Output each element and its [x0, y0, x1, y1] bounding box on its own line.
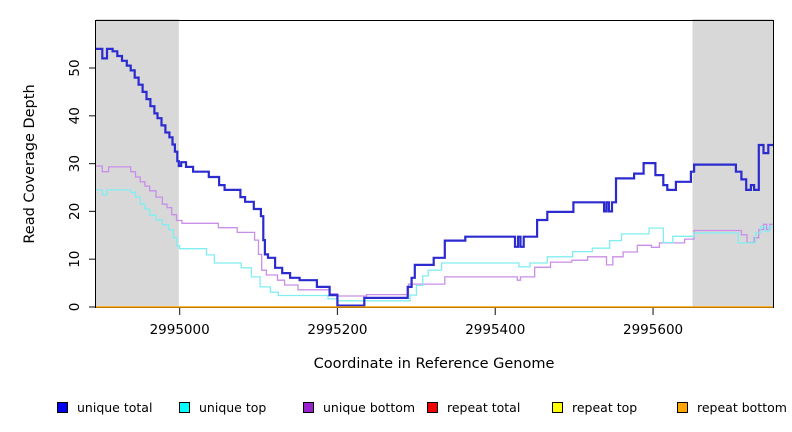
legend-item-unique-top: unique top: [179, 399, 266, 415]
legend-label-repeat-top: repeat top: [572, 399, 638, 415]
x-tick-label: 2995400: [465, 322, 525, 338]
series-unique-total: [96, 47, 773, 307]
series-unique-bottom: [96, 165, 773, 297]
legend-swatch-repeat-bottom-icon: [677, 401, 688, 413]
legend-label-repeat-bottom: repeat bottom: [697, 399, 787, 415]
shaded-region-left: [96, 19, 179, 308]
y-tick-label: 40: [67, 107, 83, 124]
legend-item-unique-bottom: unique bottom: [303, 399, 415, 415]
legend-swatch-unique-bottom-icon: [303, 401, 314, 413]
y-tick-label: 0: [67, 303, 83, 312]
legend-label-unique-total: unique total: [77, 399, 153, 415]
legend-item-repeat-bottom: repeat bottom: [677, 399, 787, 415]
x-axis-title: Coordinate in Reference Genome: [313, 356, 555, 372]
legend-swatch-repeat-top-icon: [552, 401, 563, 413]
legend-label-unique-top: unique top: [199, 399, 267, 415]
y-tick-label: 50: [67, 59, 83, 76]
y-axis-title: Read Coverage Depth: [22, 84, 38, 244]
legend-item-repeat-top: repeat top: [552, 399, 637, 415]
y-tick-label: 20: [67, 203, 83, 220]
x-tick-label: 2995000: [150, 322, 210, 338]
y-tick-label: 10: [67, 251, 83, 268]
legend-swatch-unique-total-icon: [57, 401, 68, 413]
legend-swatch-repeat-total-icon: [427, 401, 438, 413]
legend: unique total unique top unique bottom re…: [0, 399, 792, 417]
x-tick-label: 2995200: [307, 322, 367, 338]
legend-item-repeat-total: repeat total: [427, 399, 520, 415]
legend-label-repeat-total: repeat total: [447, 399, 521, 415]
y-tick-label: 30: [67, 155, 83, 172]
coverage-plot: 2995000 2995200 2995400 2995600 0 10 20 30 40 50: [67, 19, 774, 338]
x-tick-label: 2995600: [623, 322, 683, 338]
legend-item-unique-total: unique total: [57, 399, 152, 415]
legend-swatch-unique-top-icon: [179, 401, 190, 413]
legend-label-unique-bottom: unique bottom: [323, 399, 416, 415]
